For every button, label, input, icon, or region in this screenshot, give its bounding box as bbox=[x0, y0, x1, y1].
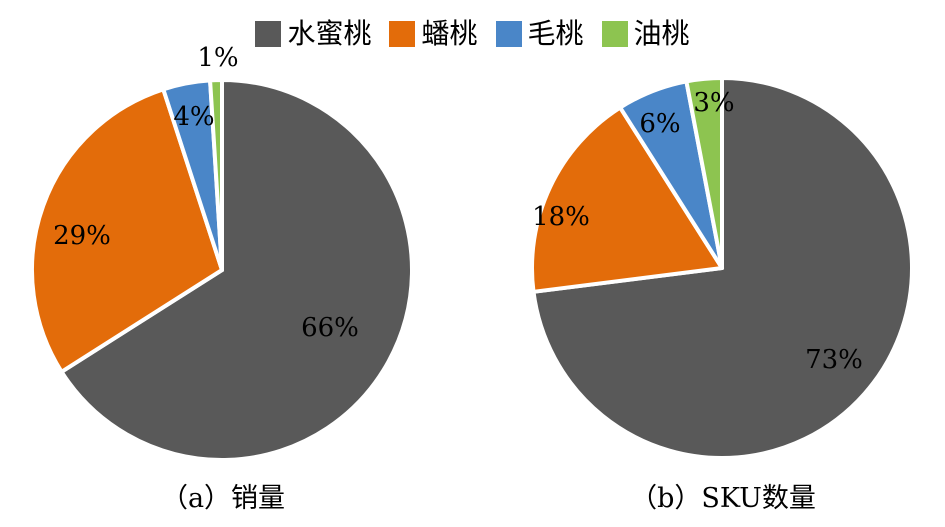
legend-item-youtao: 油桃 bbox=[601, 17, 690, 50]
caption-sales: （a）销量 bbox=[160, 483, 286, 514]
data-label-sales-shuimitao: 66% bbox=[301, 313, 359, 343]
caption-sku-count: （b）SKU数量 bbox=[630, 483, 816, 514]
data-label-sku-pantao: 18% bbox=[532, 202, 590, 232]
legend-swatch-pantao bbox=[389, 21, 416, 47]
data-label-sales-youtao: 1% bbox=[197, 43, 238, 73]
legend-label-shuimitao: 水蜜桃 bbox=[287, 17, 372, 50]
pie-slice-sku-pantao bbox=[530, 105, 724, 294]
legend-item-pantao: 蟠桃 bbox=[389, 17, 478, 50]
legend-item-maotao: 毛桃 bbox=[495, 17, 584, 50]
legend-swatch-youtao bbox=[601, 21, 628, 47]
legend-swatch-maotao bbox=[495, 21, 522, 47]
legend: 水蜜桃 蟠桃 毛桃 油桃 bbox=[0, 14, 945, 54]
pie-slice-sales-pantao bbox=[30, 87, 224, 374]
data-label-sales-pantao: 29% bbox=[53, 221, 111, 251]
legend-label-maotao: 毛桃 bbox=[527, 17, 584, 50]
pie-slice-sku-youtao bbox=[684, 76, 724, 270]
legend-swatch-shuimitao bbox=[255, 21, 282, 47]
legend-label-youtao: 油桃 bbox=[633, 17, 690, 50]
data-label-sku-shuimitao: 73% bbox=[805, 345, 863, 375]
data-label-sales-maotao: 4% bbox=[173, 102, 214, 132]
pie-slice-sales-youtao bbox=[208, 77, 224, 272]
legend-item-shuimitao: 水蜜桃 bbox=[255, 20, 371, 48]
data-label-sku-youtao: 3% bbox=[693, 88, 734, 118]
pie-slice-sales-shuimitao bbox=[59, 78, 414, 462]
legend-label-pantao: 蟠桃 bbox=[421, 17, 478, 50]
data-label-sku-maotao: 6% bbox=[639, 109, 680, 139]
